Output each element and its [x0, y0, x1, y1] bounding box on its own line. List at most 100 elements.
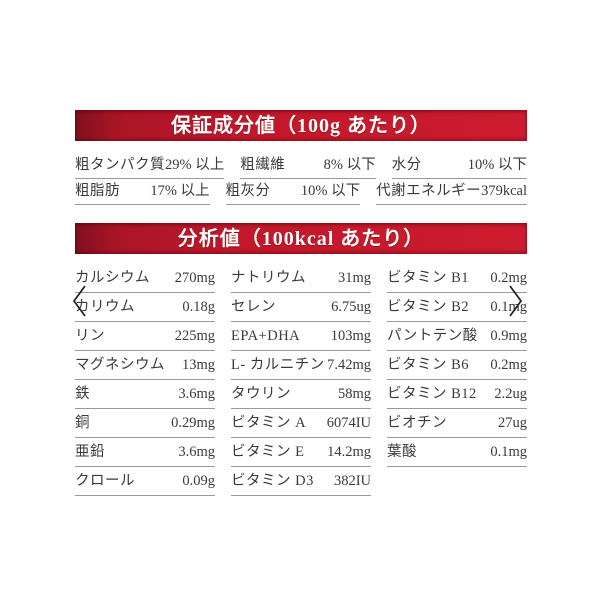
nutrient-label: 葉酸 — [387, 444, 417, 461]
table-column: ビタミン B1 0.2mg ビタミン B2 0.1mg パントテン酸 0.9mg ビタミン … — [387, 264, 527, 467]
nutrient-value: 2.2ug — [494, 386, 527, 403]
nutrient-cell: カリウム 0.18g — [75, 293, 215, 322]
nutrient-value: 10% 以下 — [300, 183, 361, 200]
nutrient-value: 58mg — [337, 386, 371, 403]
nutrient-cell: カルシウム 270mg — [75, 264, 215, 293]
nutrient-cell: ビタミン D3 382IU — [231, 467, 371, 496]
nutrient-cell: マグネシウム 13mg — [75, 351, 215, 380]
nutrient-cell: 葉酸 0.1mg — [387, 438, 527, 467]
nutrient-value: 103mg — [330, 328, 371, 345]
nutrient-value: 0.1mg — [490, 444, 527, 461]
nutrient-value: 0.18g — [182, 299, 215, 316]
guaranteed-analysis-title-bar: 保証成分値（100g あたり） — [75, 110, 527, 141]
nutrient-label: マグネシウム — [75, 357, 165, 374]
nutrient-label: 鉄 — [75, 386, 90, 403]
nutrient-value: 7.42mg — [327, 357, 371, 374]
nutrient-value: 0.2mg — [490, 270, 527, 287]
table-row: 粗タンパク質 29% 以上 粗繊維 8% 以下 水分 10% 以下 — [75, 153, 527, 179]
nutrient-label: 代謝エネルギー — [376, 183, 482, 200]
nutrient-label: カルシウム — [75, 270, 150, 287]
nutrient-cell: EPA+DHA 103mg — [231, 322, 371, 351]
nutrient-label: ビタミン D3 — [231, 473, 314, 490]
nutrient-value: 0.9mg — [490, 328, 527, 345]
nutrient-value: 13mg — [181, 357, 215, 374]
nutrient-value: 17% 以上 — [150, 183, 210, 200]
nutrient-value: 6074IU — [326, 415, 371, 432]
nutrient-label: タウリン — [231, 386, 291, 403]
nutrient-value: 379kcal — [481, 183, 527, 200]
nutrient-label: ビタミン B2 — [387, 299, 470, 316]
chevron-left-icon — [72, 285, 86, 317]
nutrient-value: 225mg — [174, 328, 215, 345]
carousel-next-button[interactable] — [505, 283, 525, 319]
nutrient-label: 粗脂肪 — [75, 183, 120, 200]
nutrient-cell: パントテン酸 0.9mg — [387, 322, 527, 351]
nutrient-value: 14.2mg — [327, 444, 371, 461]
chevron-right-icon — [509, 285, 523, 317]
analysis-table: カルシウム 270mg カリウム 0.18g リン 225mg マグネシウム 13mg 鉄 3.6… — [75, 264, 527, 496]
nutrient-value: 31mg — [337, 270, 371, 287]
nutrient-label: 銅 — [75, 415, 90, 432]
nutrient-value: 270mg — [174, 270, 215, 287]
nutrient-value: 3.6mg — [178, 386, 215, 403]
nutrient-cell: タウリン 58mg — [231, 380, 371, 409]
table-column: カルシウム 270mg カリウム 0.18g リン 225mg マグネシウム 13mg 鉄 3.6… — [75, 264, 215, 496]
analysis-title: 分析値（100kcal あたり） — [177, 227, 425, 250]
nutrient-cell: 鉄 3.6mg — [75, 380, 215, 409]
nutrient-value: 3.6mg — [178, 444, 215, 461]
nutrient-label: パントテン酸 — [387, 328, 478, 345]
nutrient-cell: ビタミン E 14.2mg — [231, 438, 371, 467]
nutrient-label: ナトリウム — [231, 270, 306, 287]
nutrient-label: 粗繊維 — [240, 157, 286, 174]
nutrient-cell: 水分 10% 以下 — [391, 153, 527, 179]
nutrient-label: クロール — [75, 473, 135, 490]
nutrient-cell: ナトリウム 31mg — [231, 264, 371, 293]
nutrient-value: 0.29mg — [171, 415, 215, 432]
nutrient-label: ビタミン B6 — [387, 357, 470, 374]
nutrient-label: ビオチン — [387, 415, 447, 432]
nutrient-label: 粗灰分 — [225, 183, 271, 200]
nutrient-cell: クロール 0.09g — [75, 467, 215, 496]
nutrient-label: 亜鉛 — [75, 444, 105, 461]
nutrition-panel: 保証成分値（100g あたり） 粗タンパク質 29% 以上 粗繊維 8% 以下 水分 10… — [75, 110, 527, 496]
nutrient-value: 6.75ug — [331, 299, 371, 316]
table-row: 粗脂肪 17% 以上 粗灰分 10% 以下 代謝エネルギー 379kcal — [75, 179, 527, 205]
nutrient-cell: ビタミン A 6074IU — [231, 409, 371, 438]
nutrient-value: 0.09g — [182, 473, 215, 490]
nutrient-label: ビタミン E — [231, 444, 305, 461]
analysis-title-bar: 分析値（100kcal あたり） — [75, 223, 527, 254]
nutrient-label: EPA+DHA — [231, 328, 301, 345]
table-column: ナトリウム 31mg セレン 6.75ug EPA+DHA 103mg L- カルニチン 7.… — [231, 264, 371, 496]
nutrient-cell: ビタミン B6 0.2mg — [387, 351, 527, 380]
carousel-prev-button[interactable] — [70, 283, 90, 319]
nutrient-cell: 粗灰分 10% 以下 — [225, 179, 361, 205]
nutrient-cell: L- カルニチン 7.42mg — [231, 351, 371, 380]
nutrient-label: ビタミン B1 — [387, 270, 470, 287]
nutrient-label: ビタミン B12 — [387, 386, 477, 403]
nutrient-label: セレン — [231, 299, 276, 316]
nutrient-label: 水分 — [391, 157, 422, 174]
nutrient-label: ビタミン A — [231, 415, 307, 432]
nutrient-value: 8% 以下 — [323, 157, 376, 174]
nutrient-label: L- カルニチン — [231, 357, 325, 374]
nutrient-cell: ビタミン B1 0.2mg — [387, 264, 527, 293]
nutrient-cell: セレン 6.75ug — [231, 293, 371, 322]
nutrient-cell: 亜鉛 3.6mg — [75, 438, 215, 467]
nutrient-value: 382IU — [333, 473, 371, 490]
nutrient-cell: ビオチン 27ug — [387, 409, 527, 438]
nutrient-value: 0.2mg — [490, 357, 527, 374]
guaranteed-analysis-title: 保証成分値（100g あたり） — [171, 114, 431, 137]
nutrient-cell: ビタミン B12 2.2ug — [387, 380, 527, 409]
nutrient-label: 粗タンパク質 — [75, 157, 165, 174]
nutrient-label: リン — [75, 328, 105, 345]
nutrient-cell: 銅 0.29mg — [75, 409, 215, 438]
nutrient-value: 27ug — [498, 415, 527, 432]
nutrient-label: カリウム — [75, 299, 135, 316]
nutrient-cell: 代謝エネルギー 379kcal — [376, 179, 527, 205]
nutrient-cell: リン 225mg — [75, 322, 215, 351]
nutrient-cell: ビタミン B2 0.1mg — [387, 293, 527, 322]
nutrient-value: 10% 以下 — [467, 157, 527, 174]
nutrient-cell: 粗繊維 8% 以下 — [240, 153, 376, 179]
nutrient-cell: 粗タンパク質 29% 以上 — [75, 153, 225, 179]
